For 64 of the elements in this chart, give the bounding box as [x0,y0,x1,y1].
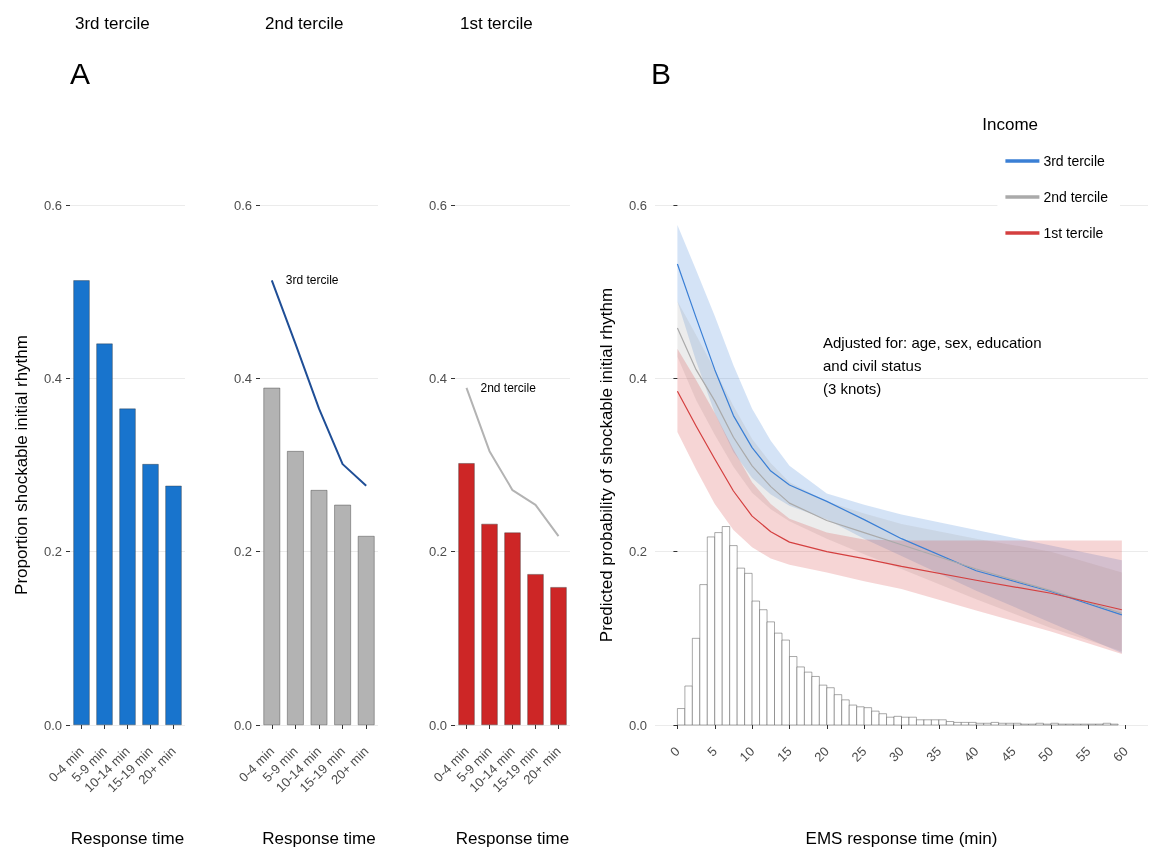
bar [165,485,182,725]
legend-label: 2nd tercile [1043,189,1109,205]
legend-label: 3rd tercile [1043,153,1106,169]
x-axis-title: Response time [455,829,570,848]
y-axis-title: Proportion shockable initial rhythm [12,335,31,595]
x-tick-label: 40 [960,743,982,765]
x-axis-title: Response time [70,829,185,848]
y-tick-label: 0.0 [43,717,62,733]
chart-title: 2nd tercile [265,14,344,33]
bar [357,536,375,725]
y-tick-label: 0.0 [628,717,647,733]
x-tick-label: 50 [1035,743,1057,765]
bar [73,280,90,725]
bar [119,408,136,725]
x-tick-label: 20 [811,743,833,765]
x-tick-label: 25 [848,743,870,765]
y-tick-label: 0.4 [628,370,647,386]
chart-title: 1st tercile [460,14,533,33]
line-series [676,263,1123,616]
x-tick-label: 0 [666,743,683,760]
y-tick-label: 0.6 [628,197,647,213]
x-axis-title: EMS response time (min) [805,829,998,848]
y-tick-label: 0.2 [43,544,62,560]
x-tick-label: 10 [736,743,758,765]
bar [334,504,351,725]
x-axis-title: Response time [262,829,376,848]
y-tick-label: 0.6 [428,197,447,213]
y-tick-label: 0.6 [233,197,252,213]
bar [550,587,567,725]
y-tick-label: 0.4 [428,370,447,386]
y-tick-label: 0.6 [43,197,62,213]
x-tick-label: 30 [885,743,907,765]
x-tick-label: 5 [704,743,721,760]
bar [504,532,521,725]
bar [142,464,159,725]
y-tick-label: 0.4 [233,370,252,386]
series-label: 3rd tercile [285,273,339,288]
x-tick-label: 15 [773,743,795,765]
y-tick-label: 0.0 [428,717,447,733]
x-tick-label: 35 [923,743,945,765]
bar [96,343,113,725]
chart-title: 3rd tercile [75,14,150,33]
y-tick-label: 0.2 [428,544,447,560]
y-tick-label: 0.0 [233,717,252,733]
text: B [651,56,672,90]
legend-label: 1st tercile [1043,225,1104,241]
series-label: 2nd tercile [480,380,537,395]
legend-title: Income [982,115,1038,134]
x-tick-label: 60 [1110,743,1131,765]
y-tick-label: 0.2 [628,544,647,560]
bar [458,463,475,725]
line-series [676,327,1123,614]
y-tick-label: 0.2 [233,544,252,560]
x-tick-label: 45 [998,743,1019,765]
x-tick-label: 55 [1072,743,1094,765]
bar [481,523,498,725]
bar [263,387,281,725]
bar [310,490,328,725]
y-axis-title: Predicted probability of shockable initial rhythm [597,287,616,643]
text: A [70,56,91,90]
y-tick-label: 0.4 [43,370,62,386]
annotation: Adjusted for: age, sex, education and civil status (3 knots) [823,334,1042,397]
bar [527,574,544,725]
bar [287,451,304,725]
